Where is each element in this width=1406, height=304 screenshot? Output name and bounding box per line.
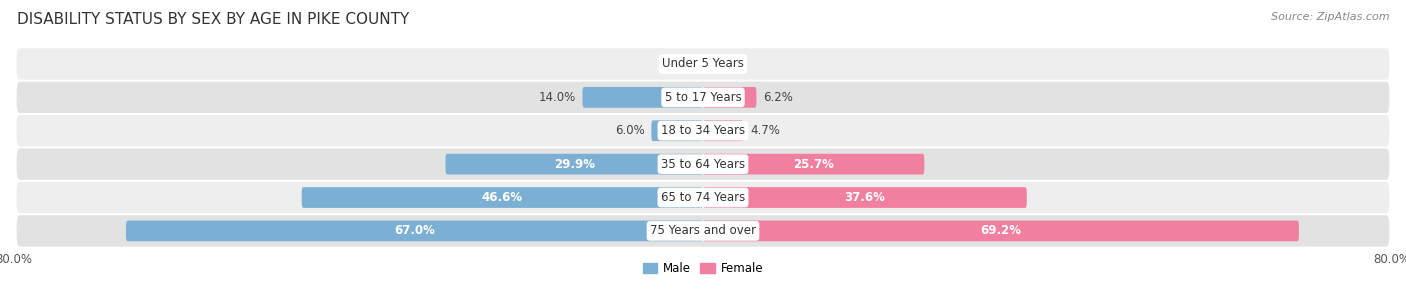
Text: 46.6%: 46.6% (482, 191, 523, 204)
Text: 67.0%: 67.0% (394, 224, 434, 237)
Text: 69.2%: 69.2% (980, 224, 1022, 237)
Text: 35 to 64 Years: 35 to 64 Years (661, 158, 745, 171)
FancyBboxPatch shape (17, 148, 1389, 180)
FancyBboxPatch shape (703, 87, 756, 108)
FancyBboxPatch shape (17, 82, 1389, 113)
FancyBboxPatch shape (703, 221, 1299, 241)
Text: 18 to 34 Years: 18 to 34 Years (661, 124, 745, 137)
FancyBboxPatch shape (17, 182, 1389, 213)
Text: 25.7%: 25.7% (793, 158, 834, 171)
Text: 0.0%: 0.0% (710, 57, 740, 71)
Text: 37.6%: 37.6% (845, 191, 886, 204)
Text: 14.0%: 14.0% (538, 91, 575, 104)
Text: 4.7%: 4.7% (751, 124, 780, 137)
FancyBboxPatch shape (127, 221, 703, 241)
Text: Under 5 Years: Under 5 Years (662, 57, 744, 71)
FancyBboxPatch shape (703, 120, 744, 141)
FancyBboxPatch shape (703, 187, 1026, 208)
FancyBboxPatch shape (17, 48, 1389, 80)
Text: 6.2%: 6.2% (763, 91, 793, 104)
Legend: Male, Female: Male, Female (638, 257, 768, 280)
FancyBboxPatch shape (17, 215, 1389, 247)
Text: 5 to 17 Years: 5 to 17 Years (665, 91, 741, 104)
FancyBboxPatch shape (703, 154, 924, 174)
FancyBboxPatch shape (651, 120, 703, 141)
Text: 6.0%: 6.0% (614, 124, 644, 137)
FancyBboxPatch shape (582, 87, 703, 108)
Text: 0.0%: 0.0% (666, 57, 696, 71)
Text: DISABILITY STATUS BY SEX BY AGE IN PIKE COUNTY: DISABILITY STATUS BY SEX BY AGE IN PIKE … (17, 12, 409, 27)
Text: 29.9%: 29.9% (554, 158, 595, 171)
FancyBboxPatch shape (302, 187, 703, 208)
FancyBboxPatch shape (17, 115, 1389, 147)
FancyBboxPatch shape (446, 154, 703, 174)
Text: Source: ZipAtlas.com: Source: ZipAtlas.com (1271, 12, 1389, 22)
Text: 65 to 74 Years: 65 to 74 Years (661, 191, 745, 204)
Text: 75 Years and over: 75 Years and over (650, 224, 756, 237)
